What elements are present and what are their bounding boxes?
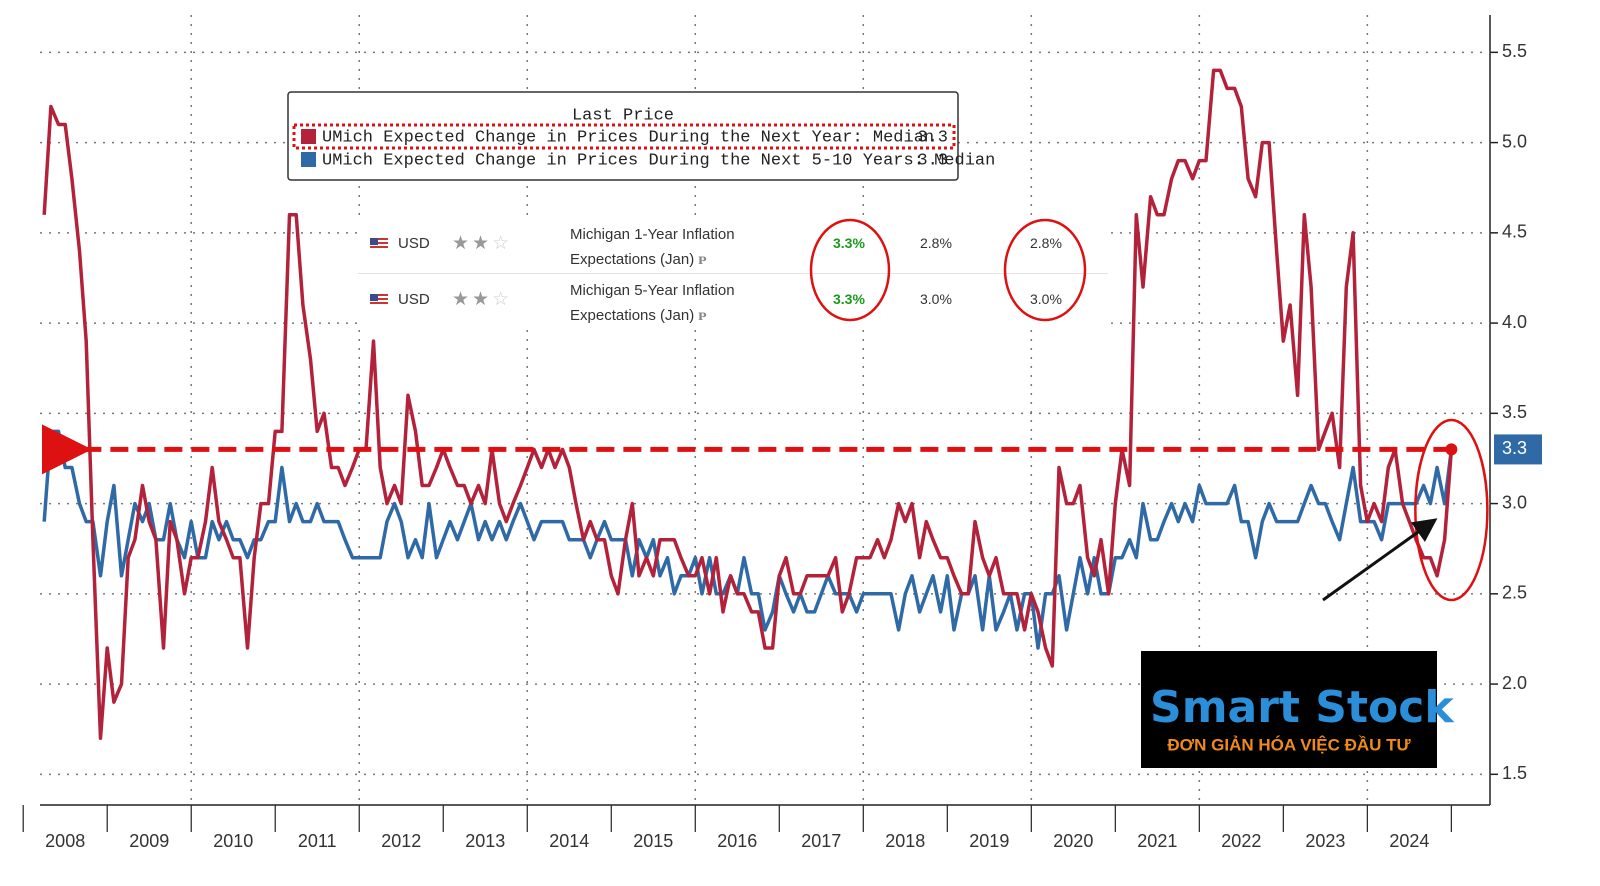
x-tick-label: 2009: [129, 831, 169, 851]
actual-value: 3.3%: [833, 235, 865, 251]
logo-tagline: ĐƠN GIẢN HÓA VIỆC ĐẦU TƯ: [1167, 735, 1411, 754]
event-text: Michigan 5-Year Inflation Expectations (…: [570, 282, 735, 324]
y-tick-label: 5.5: [1502, 41, 1527, 61]
legend-value: 3.3: [917, 128, 948, 147]
event-text: Michigan 1-Year Inflation Expectations (…: [570, 226, 735, 268]
y-tick-label: 3.0: [1502, 492, 1527, 512]
x-tick-label: 2010: [213, 831, 253, 851]
legend-title: Last Price: [572, 106, 674, 125]
logo-name: Smart Stock: [1150, 682, 1455, 733]
calendar-table: USD ★★☆ Michigan 1-Year Inflation Expectat…: [358, 218, 1108, 329]
x-tick-label: 2011: [298, 831, 337, 851]
x-tick-label: 2021: [1137, 831, 1177, 851]
importance-stars: ★★☆: [452, 289, 513, 310]
series-line: [42, 429, 1454, 650]
x-tick-label: 2015: [633, 831, 673, 851]
currency: USD: [398, 235, 430, 252]
preliminary-icon: ᴘ: [698, 251, 707, 268]
highlight-box: [292, 123, 956, 150]
x-tick-label: 2012: [381, 831, 421, 851]
x-tick-label: 2013: [465, 831, 505, 851]
x-tick-label: 2024: [1389, 831, 1429, 851]
legend-swatch: [301, 129, 316, 144]
last-price-badge: [1494, 434, 1542, 465]
importance-stars: ★★☆: [452, 233, 513, 254]
y-tick-label: 3.5: [1502, 402, 1527, 422]
calendar-row: USD ★★☆ Michigan 5-Year Inflation Expectat…: [358, 274, 1108, 329]
x-tick-label: 2018: [885, 831, 925, 851]
previous-value: 2.8%: [1030, 235, 1062, 251]
calendar-row: USD ★★☆ Michigan 1-Year Inflation Expectat…: [358, 218, 1108, 274]
x-tick-label: 2023: [1305, 831, 1345, 851]
forecast-value: 2.8%: [920, 235, 952, 251]
x-tick-label: 2008: [45, 831, 85, 851]
event-name: Michigan 1-Year Inflation Expectations (…: [570, 222, 760, 272]
highlight-circle: [1414, 418, 1489, 602]
y-tick-label: 2.5: [1502, 583, 1527, 603]
x-tick-label: 2014: [549, 831, 589, 851]
flag-icon: [370, 294, 388, 306]
x-tick-label: 2019: [969, 831, 1009, 851]
preliminary-icon: ᴘ: [698, 307, 707, 324]
legend-box: [287, 91, 959, 181]
actual-value: 3.3%: [833, 291, 865, 307]
y-tick-label: 1.5: [1502, 763, 1527, 783]
x-tick-label: 2020: [1053, 831, 1093, 851]
currency: USD: [398, 291, 430, 308]
forecast-value: 3.0%: [920, 291, 952, 307]
logo-box: [1141, 651, 1437, 768]
previous-value: 3.0%: [1030, 291, 1062, 307]
last-price-badge-label: 3.3: [1502, 438, 1527, 458]
pointer-arrow: [1322, 518, 1438, 602]
legend-label: UMich Expected Change in Prices During t…: [322, 128, 934, 147]
flag-icon: [370, 238, 388, 250]
y-tick-label: 4.0: [1502, 312, 1527, 332]
legend-swatch: [301, 152, 316, 167]
legend-label: UMich Expected Change in Prices During t…: [322, 151, 995, 170]
event-name: Michigan 5-Year Inflation Expectations (…: [570, 278, 760, 328]
series-line: [42, 68, 1454, 740]
y-tick-label: 4.5: [1502, 222, 1527, 242]
y-tick-label: 2.0: [1502, 673, 1527, 693]
x-tick-label: 2017: [801, 831, 841, 851]
legend-value: 3.3: [917, 151, 948, 170]
end-dot: [1445, 443, 1458, 456]
y-tick-label: 5.0: [1502, 131, 1527, 151]
x-tick-label: 2016: [717, 831, 757, 851]
x-tick-label: 2022: [1221, 831, 1261, 851]
